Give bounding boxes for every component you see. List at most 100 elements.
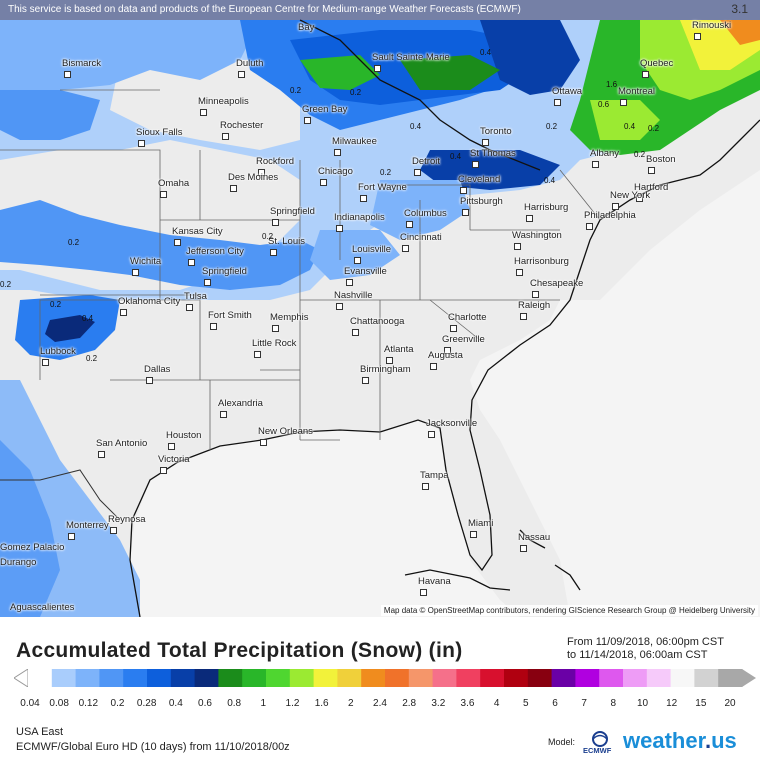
amount-label: 0.4 xyxy=(450,152,462,161)
city-label: Nashville xyxy=(334,290,373,310)
city-name: Rockford xyxy=(256,156,295,167)
scale-tick-label: 1.2 xyxy=(285,698,300,709)
city-name: Greenville xyxy=(442,334,485,345)
scale-tick-label: 7 xyxy=(581,698,587,709)
city-marker-icon xyxy=(222,133,229,140)
period-to: to 11/14/2018, 06:00am CST xyxy=(567,649,708,661)
mexico-border xyxy=(0,469,121,521)
map-title: Accumulated Total Precipitation (Snow) (… xyxy=(16,639,463,662)
scale-swatch xyxy=(313,669,338,687)
scale-swatch xyxy=(385,669,410,687)
precipitation-map[interactable]: This service is based on data and produc… xyxy=(0,0,760,617)
scale-swatch xyxy=(361,669,386,687)
city-name: Fort Wayne xyxy=(358,182,407,193)
city-marker-icon xyxy=(636,195,643,202)
scale-swatch xyxy=(99,669,124,687)
city-label: Fort Smith xyxy=(208,310,252,330)
city-name: Alexandria xyxy=(218,398,263,409)
city-name: Harrisonburg xyxy=(514,256,569,267)
city-name: Wichita xyxy=(130,256,162,267)
city-label: Kansas City xyxy=(172,226,223,246)
city-label: Cleveland xyxy=(458,174,501,194)
city-marker-icon xyxy=(532,291,539,298)
city-name: Sioux Falls xyxy=(136,127,183,138)
city-name: Cleveland xyxy=(458,174,501,185)
city-name: Nassau xyxy=(518,532,551,543)
city-label: Houston xyxy=(166,430,201,450)
city-marker-icon xyxy=(260,439,267,446)
city-marker-icon xyxy=(254,351,261,358)
city-name: Springfield xyxy=(270,206,315,217)
scale-swatch xyxy=(599,669,624,687)
scale-tick-label: 0.28 xyxy=(136,698,157,709)
city-name: New Orleans xyxy=(258,426,313,437)
city-label: Duluth xyxy=(236,58,263,78)
city-marker-icon xyxy=(516,269,523,276)
city-name: Montreal xyxy=(618,86,655,97)
city-label: Indianapolis xyxy=(334,212,385,232)
city-marker-icon xyxy=(258,169,265,176)
weather-us-logo[interactable]: weather.us xyxy=(623,728,737,754)
snow-field xyxy=(0,20,760,617)
state-borders xyxy=(0,89,601,450)
scale-tick-label: 5 xyxy=(523,698,529,709)
city-marker-icon xyxy=(554,99,561,106)
city-label: Washington xyxy=(512,230,562,250)
city-name: Aguascalientes xyxy=(10,602,75,613)
city-label: Nassau xyxy=(518,532,551,552)
city-marker-icon xyxy=(204,279,211,286)
city-name: Green Bay xyxy=(302,104,348,115)
city-name: Pittsburgh xyxy=(460,196,503,207)
city-marker-icon xyxy=(146,377,153,384)
city-label: Charlotte xyxy=(448,312,487,332)
city-label: Aguascalientes xyxy=(10,602,74,613)
city-name: Oklahoma City xyxy=(118,296,181,307)
scale-max-arrow-icon xyxy=(742,669,756,687)
city-marker-icon xyxy=(450,325,457,332)
scale-tick-label: 0.8 xyxy=(227,698,242,709)
scale-swatch xyxy=(218,669,243,687)
city-name: Boston xyxy=(646,154,676,165)
city-marker-icon xyxy=(168,443,175,450)
city-label: Philadelphia xyxy=(584,210,636,230)
city-name: St. Louis xyxy=(268,236,305,247)
city-name: Birmingham xyxy=(360,364,411,375)
city-label: Monterrey xyxy=(66,520,109,540)
city-marker-icon xyxy=(642,71,649,78)
city-name: Atlanta xyxy=(384,344,414,355)
city-marker-icon xyxy=(68,533,75,540)
city-marker-icon xyxy=(526,215,533,222)
city-label: Louisville xyxy=(352,244,391,264)
city-name: Columbus xyxy=(404,208,447,219)
city-marker-icon xyxy=(472,161,479,168)
city-marker-icon xyxy=(586,223,593,230)
city-label: Omaha xyxy=(158,178,189,198)
city-marker-icon xyxy=(336,225,343,232)
city-label: St Thomas xyxy=(470,148,516,168)
scale-tick-label: 15 xyxy=(695,698,707,709)
city-marker-icon xyxy=(406,221,413,228)
scale-tick-label: 0.12 xyxy=(78,698,99,709)
scale-swatch xyxy=(646,669,672,687)
city-name: Hartford xyxy=(634,182,669,193)
scale-swatch xyxy=(575,669,600,687)
scale-swatch xyxy=(623,669,648,687)
city-label: Harrisonburg xyxy=(514,256,569,276)
city-name: Memphis xyxy=(270,312,309,323)
city-marker-icon xyxy=(110,527,117,534)
scale-swatch xyxy=(289,669,315,687)
amount-label: 0.2 xyxy=(634,150,646,159)
city-name: Chesapeake xyxy=(530,278,584,289)
city-marker-icon xyxy=(272,219,279,226)
scale-swatch xyxy=(123,669,148,687)
city-marker-icon xyxy=(422,483,429,490)
city-label: Oklahoma City xyxy=(118,296,181,316)
city-marker-icon xyxy=(210,323,217,330)
city-marker-icon xyxy=(694,33,701,40)
city-label: Dallas xyxy=(144,364,170,384)
scale-tick-label: 0.04 xyxy=(20,698,40,709)
city-label: Minneapolis xyxy=(198,96,249,116)
city-marker-icon xyxy=(648,167,655,174)
city-marker-icon xyxy=(460,187,467,194)
amount-label: 1.6 xyxy=(606,80,618,89)
